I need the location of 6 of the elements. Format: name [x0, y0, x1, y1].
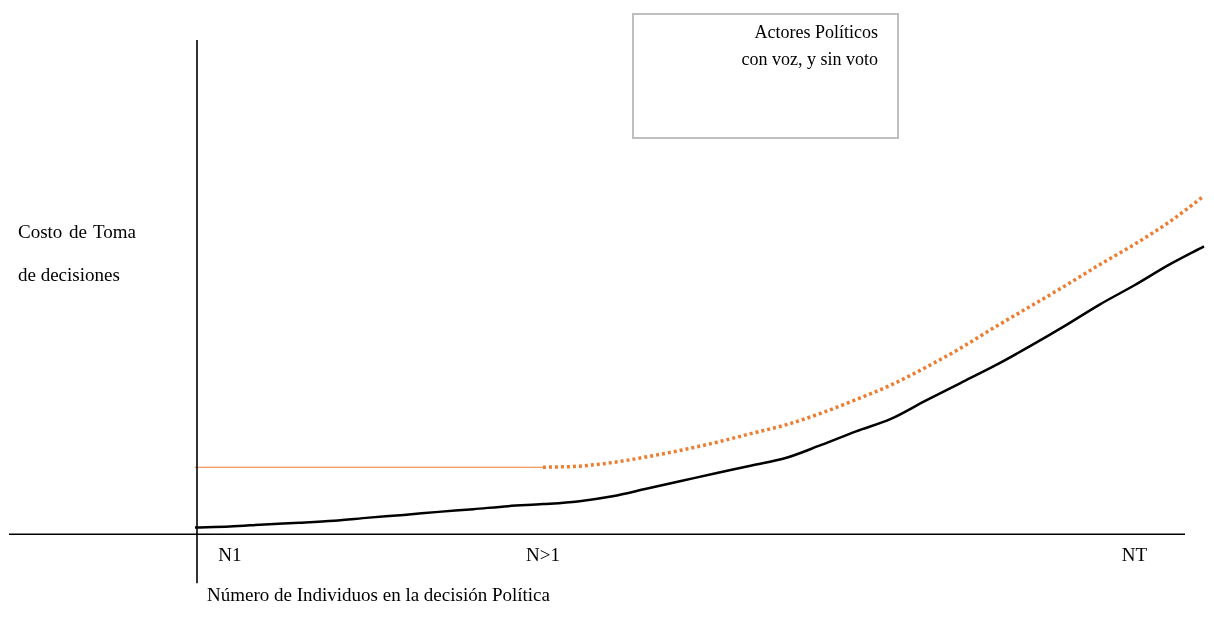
x-tick-label: N>1 — [525, 543, 560, 565]
x-tick-label: NT — [1121, 543, 1148, 565]
y-axis-title: Costo de Toma de decisiones — [18, 220, 136, 287]
x-axis-title: Número de Individuos en la decisión Política — [207, 584, 550, 606]
text: Actores Políticos con voz, y sin voto — [740, 21, 878, 71]
x-tick-label: N1 — [218, 543, 242, 565]
